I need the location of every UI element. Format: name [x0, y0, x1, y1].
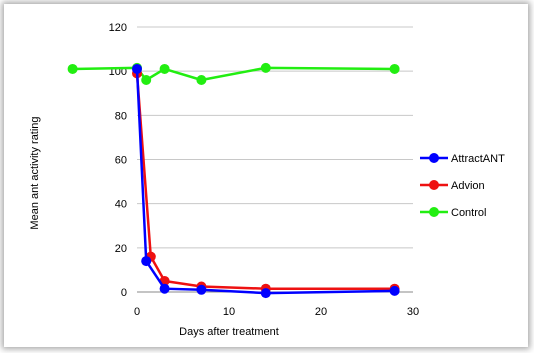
x-tick-label: 0: [134, 306, 140, 318]
series-lines: [67, 62, 400, 299]
data-point: [389, 285, 400, 296]
y-tick-label: 0: [121, 287, 127, 299]
data-point: [141, 256, 152, 267]
x-tick-labels: 0 10 20 30: [134, 306, 419, 318]
y-tick-label: 40: [115, 199, 127, 211]
gridlines: [137, 26, 413, 293]
legend-label: Control: [451, 207, 486, 219]
y-tick-label: 80: [115, 110, 127, 122]
data-point: [389, 63, 400, 74]
data-point: [196, 75, 207, 85]
legend-label: Advion: [451, 180, 485, 192]
data-point: [260, 62, 271, 73]
data-point: [132, 63, 142, 74]
legend-item: Control: [420, 207, 486, 219]
data-point: [260, 288, 271, 299]
legend-item: AttractANT: [420, 153, 505, 165]
series-line: [135, 68, 395, 295]
series-attractant: [132, 63, 400, 299]
series-advion: [132, 68, 400, 294]
x-tick-label: 10: [223, 306, 235, 318]
legend-marker: [429, 207, 439, 217]
legend: AttractANT Advion Control: [420, 153, 505, 219]
series-line: [135, 73, 395, 290]
data-point: [159, 283, 170, 294]
data-point: [67, 63, 78, 74]
legend-label: AttractANT: [451, 153, 505, 165]
data-point: [159, 63, 170, 74]
y-tick-label: 120: [109, 22, 127, 34]
y-tick-label: 20: [115, 243, 127, 255]
y-axis-label: Mean ant activity rating: [29, 116, 41, 229]
x-axis-label: Days after treatment: [179, 326, 279, 338]
legend-marker: [429, 180, 439, 190]
data-point: [141, 75, 152, 85]
data-point: [196, 284, 207, 295]
x-tick-label: 20: [315, 306, 327, 318]
legend-marker: [429, 153, 439, 163]
y-tick-label: 60: [115, 155, 127, 167]
legend-item: Advion: [420, 180, 485, 192]
x-tick-label: 30: [407, 306, 419, 318]
